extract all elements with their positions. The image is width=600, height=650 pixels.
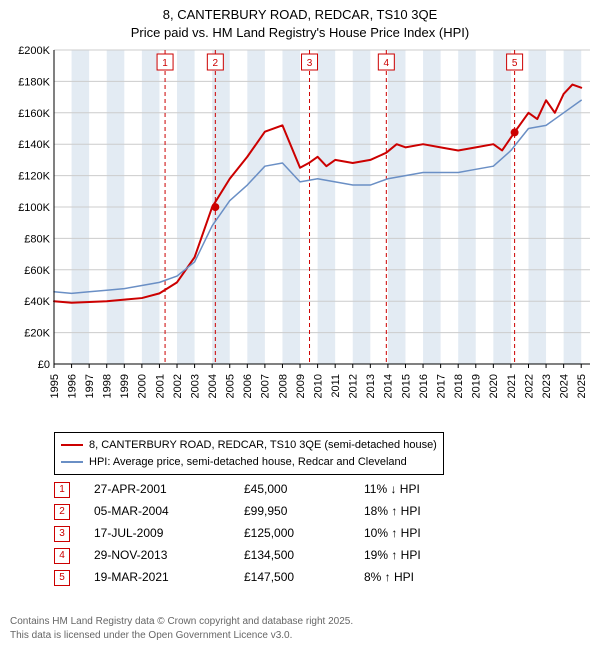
legend-swatch (61, 461, 83, 463)
sales-row: 4 29-NOV-2013£134,50019% ↑ HPI (54, 544, 484, 566)
svg-text:£80K: £80K (24, 233, 50, 245)
svg-text:2003: 2003 (189, 374, 201, 398)
svg-text:2020: 2020 (488, 374, 500, 398)
svg-text:2024: 2024 (558, 374, 570, 398)
sale-price: £125,000 (244, 526, 364, 540)
svg-text:2023: 2023 (541, 374, 553, 398)
svg-text:2004: 2004 (207, 374, 219, 398)
title-line-2: Price paid vs. HM Land Registry's House … (0, 24, 600, 42)
sale-delta: 11% ↓ HPI (364, 482, 484, 496)
footer-line-2: This data is licensed under the Open Gov… (10, 629, 353, 643)
svg-text:2018: 2018 (453, 374, 465, 398)
footer-line-1: Contains HM Land Registry data © Crown c… (10, 615, 353, 629)
svg-text:£120K: £120K (18, 171, 50, 183)
legend-label: 8, CANTERBURY ROAD, REDCAR, TS10 3QE (se… (89, 437, 437, 454)
sale-delta: 10% ↑ HPI (364, 526, 484, 540)
svg-text:2012: 2012 (348, 374, 360, 398)
svg-text:4: 4 (384, 58, 390, 69)
chart-svg: 1 2 3 4 5 £0 £20K £40K £60K £80K £100K £120K £140K £1… (0, 44, 600, 424)
svg-text:2014: 2014 (383, 374, 395, 398)
sale-date: 19-MAR-2021 (94, 570, 244, 584)
svg-text:2005: 2005 (225, 374, 237, 398)
legend-swatch (61, 444, 83, 446)
svg-text:£180K: £180K (18, 76, 50, 88)
legend-row: HPI: Average price, semi-detached house,… (61, 454, 437, 471)
svg-text:2010: 2010 (312, 374, 324, 398)
svg-text:2008: 2008 (277, 374, 289, 398)
svg-text:5: 5 (512, 58, 518, 69)
sale-badge: 4 (54, 548, 70, 564)
sale-date: 17-JUL-2009 (94, 526, 244, 540)
svg-text:£20K: £20K (24, 328, 50, 340)
svg-text:£200K: £200K (18, 45, 50, 57)
svg-text:1997: 1997 (84, 374, 96, 398)
legend: 8, CANTERBURY ROAD, REDCAR, TS10 3QE (se… (54, 432, 444, 475)
svg-text:1998: 1998 (102, 374, 114, 398)
svg-text:1995: 1995 (49, 374, 61, 398)
svg-text:2: 2 (213, 58, 219, 69)
sale-badge: 5 (54, 570, 70, 586)
svg-text:2016: 2016 (418, 374, 430, 398)
svg-text:£40K: £40K (24, 296, 50, 308)
svg-text:2025: 2025 (576, 374, 588, 398)
sale-badge: 3 (54, 526, 70, 542)
svg-text:2007: 2007 (260, 374, 272, 398)
svg-text:2000: 2000 (137, 374, 149, 398)
sale-date: 05-MAR-2004 (94, 504, 244, 518)
svg-text:2021: 2021 (506, 374, 518, 398)
sale-delta: 8% ↑ HPI (364, 570, 484, 584)
chart-area: 1 2 3 4 5 £0 £20K £40K £60K £80K £100K £120K £140K £1… (0, 44, 600, 424)
sales-row: 1 27-APR-2001£45,00011% ↓ HPI (54, 478, 484, 500)
sale-delta: 18% ↑ HPI (364, 504, 484, 518)
sale-price: £45,000 (244, 482, 364, 496)
svg-text:2011: 2011 (330, 374, 342, 398)
svg-text:2001: 2001 (154, 374, 166, 398)
svg-text:1: 1 (162, 58, 168, 69)
sales-table: 1 27-APR-2001£45,00011% ↓ HPI 2 05-MAR-2004… (54, 478, 484, 588)
svg-text:2015: 2015 (400, 374, 412, 398)
sale-delta: 19% ↑ HPI (364, 548, 484, 562)
svg-text:£0: £0 (38, 359, 50, 371)
svg-text:1996: 1996 (66, 374, 78, 398)
svg-text:£160K: £160K (18, 108, 50, 120)
svg-text:£140K: £140K (18, 139, 50, 151)
sale-badge: 1 (54, 482, 70, 498)
sales-row: 5 19-MAR-2021£147,5008% ↑ HPI (54, 566, 484, 588)
sale-price: £99,950 (244, 504, 364, 518)
sale-date: 29-NOV-2013 (94, 548, 244, 562)
sale-price: £147,500 (244, 570, 364, 584)
sales-row: 2 05-MAR-2004£99,95018% ↑ HPI (54, 500, 484, 522)
svg-text:2009: 2009 (295, 374, 307, 398)
svg-text:2006: 2006 (242, 374, 254, 398)
svg-text:£100K: £100K (18, 202, 50, 214)
svg-text:1999: 1999 (119, 374, 131, 398)
footer: Contains HM Land Registry data © Crown c… (10, 615, 353, 642)
sale-badge: 2 (54, 504, 70, 520)
svg-text:2017: 2017 (435, 374, 447, 398)
title-line-1: 8, CANTERBURY ROAD, REDCAR, TS10 3QE (0, 6, 600, 24)
sale-price: £134,500 (244, 548, 364, 562)
svg-text:2013: 2013 (365, 374, 377, 398)
svg-text:2002: 2002 (172, 374, 184, 398)
legend-label: HPI: Average price, semi-detached house,… (89, 454, 407, 471)
svg-text:2019: 2019 (471, 374, 483, 398)
sales-row: 3 17-JUL-2009£125,00010% ↑ HPI (54, 522, 484, 544)
svg-text:2022: 2022 (523, 374, 535, 398)
sale-date: 27-APR-2001 (94, 482, 244, 496)
chart-title-block: 8, CANTERBURY ROAD, REDCAR, TS10 3QE Pri… (0, 0, 600, 41)
svg-text:3: 3 (307, 58, 313, 69)
legend-row: 8, CANTERBURY ROAD, REDCAR, TS10 3QE (se… (61, 437, 437, 454)
svg-text:£60K: £60K (24, 265, 50, 277)
